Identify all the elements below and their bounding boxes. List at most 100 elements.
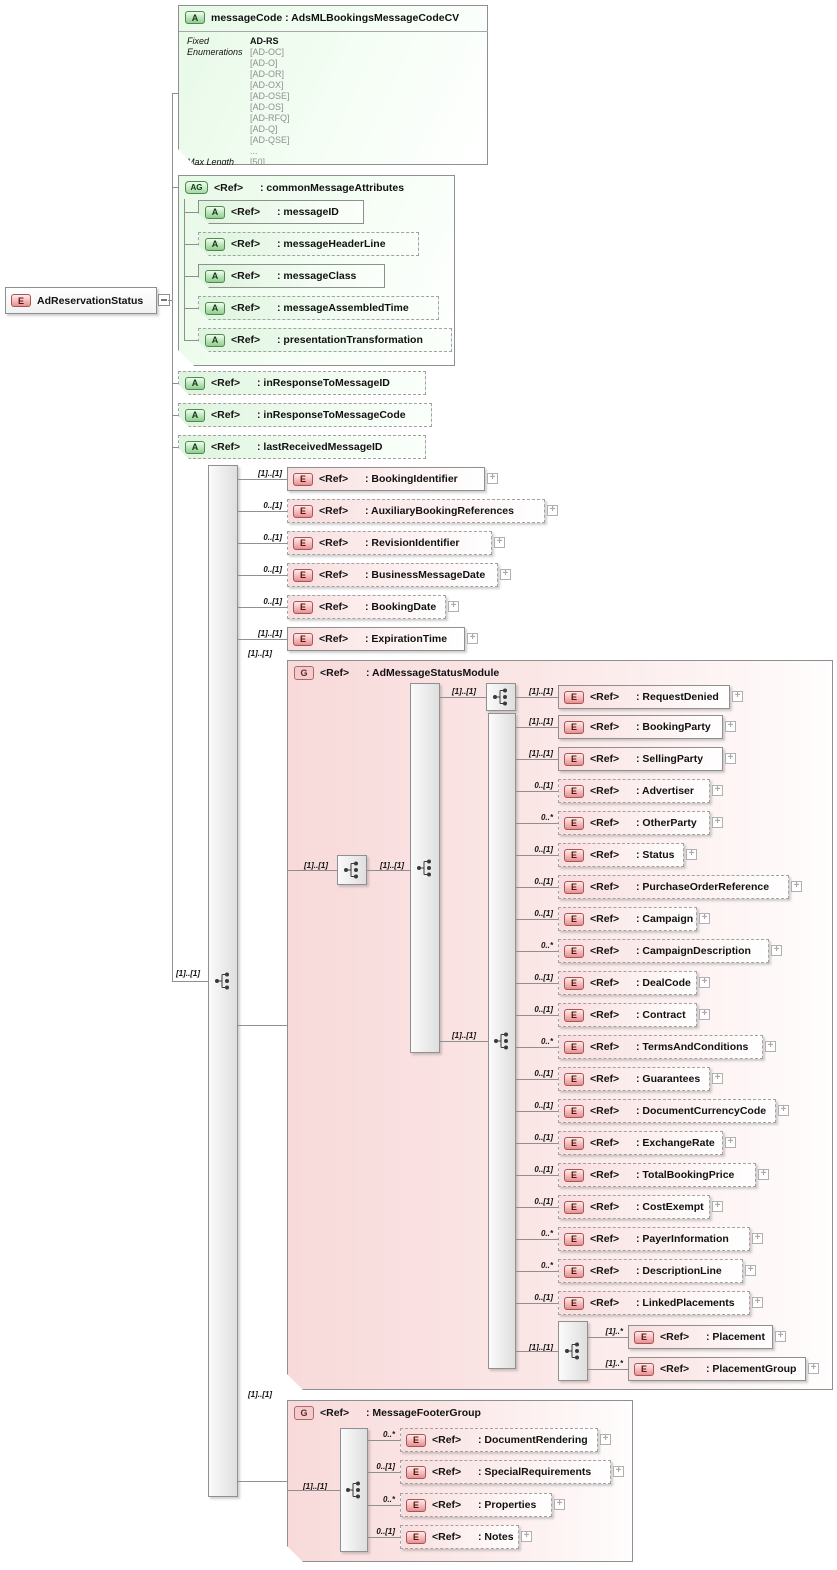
expand-icon[interactable]: [791, 881, 802, 892]
expand-icon[interactable]: [745, 1265, 756, 1276]
expand-icon[interactable]: [752, 1297, 763, 1308]
expand-icon[interactable]: [613, 1466, 624, 1477]
expand-icon[interactable]: [808, 1363, 819, 1374]
element-documentcurrencycode[interactable]: E <Ref>: DocumentCurrencyCode: [558, 1099, 776, 1123]
element-auxiliarybookingreferences[interactable]: E <Ref>: AuxiliaryBookingReferences: [287, 499, 545, 523]
expand-icon[interactable]: [758, 1169, 769, 1180]
expand-icon[interactable]: [547, 505, 558, 516]
connector-line: [184, 212, 198, 213]
element-status[interactable]: E <Ref>: Status: [558, 843, 684, 867]
expand-icon[interactable]: [521, 1531, 532, 1542]
element-linkedplacements[interactable]: E <Ref>: LinkedPlacements: [558, 1291, 750, 1315]
group-name: : AdMessageStatusModule: [366, 667, 500, 679]
cardinality-label: [1]..[1]: [303, 1482, 327, 1491]
element-placement[interactable]: E <Ref>: Placement: [628, 1325, 773, 1349]
attribute-messageheaderline[interactable]: A <Ref>: messageHeaderLine: [198, 232, 419, 256]
element-properties[interactable]: E <Ref>: Properties: [400, 1493, 552, 1517]
element-icon: E: [564, 1008, 584, 1022]
element-businessmessagedate[interactable]: E <Ref>: BusinessMessageDate: [287, 563, 498, 587]
expand-icon[interactable]: [765, 1041, 776, 1052]
ref-text: <Ref>: [320, 1407, 350, 1419]
sequence-compositor-requestdenied[interactable]: [486, 683, 516, 711]
element-dealcode[interactable]: E <Ref>: DealCode: [558, 971, 697, 995]
connector-line: [516, 1175, 558, 1176]
expand-icon[interactable]: [699, 977, 710, 988]
expand-icon[interactable]: [752, 1233, 763, 1244]
element-revisionidentifier[interactable]: E <Ref>: RevisionIdentifier: [287, 531, 492, 555]
expand-icon[interactable]: [775, 1331, 786, 1342]
sequence-compositor-module[interactable]: [410, 683, 440, 1053]
element-placementgroup[interactable]: E <Ref>: PlacementGroup: [628, 1357, 806, 1381]
attribute-inresponsetomessagecode[interactable]: A <Ref>: inResponseToMessageCode: [178, 403, 432, 427]
element-otherparty[interactable]: E <Ref>: OtherParty: [558, 811, 710, 835]
element-sellingparty[interactable]: E <Ref>: SellingParty: [558, 747, 723, 771]
group-name: : MessageFooterGroup: [366, 1407, 481, 1419]
element-name: : BusinessMessageDate: [365, 569, 486, 581]
attribute-inresponsetomessageid[interactable]: A <Ref>: inResponseToMessageID: [178, 371, 426, 395]
element-specialrequirements[interactable]: E <Ref>: SpecialRequirements: [400, 1460, 611, 1484]
expand-icon[interactable]: [712, 817, 723, 828]
element-campaigndescription[interactable]: E <Ref>: CampaignDescription: [558, 939, 769, 963]
ref-text: <Ref>: [432, 1434, 462, 1446]
connector-line: [516, 1111, 558, 1112]
attribute-presentationtransformation[interactable]: A <Ref>: presentationTransformation: [198, 328, 452, 352]
expand-icon[interactable]: [554, 1499, 565, 1510]
element-requestdenied[interactable]: E <Ref>: RequestDenied: [558, 685, 730, 709]
expand-icon[interactable]: [725, 753, 736, 764]
expand-icon[interactable]: [732, 691, 743, 702]
element-totalbookingprice[interactable]: E <Ref>: TotalBookingPrice: [558, 1163, 756, 1187]
expand-icon[interactable]: [500, 569, 511, 580]
element-name: : DocumentRendering: [478, 1434, 588, 1446]
sequence-compositor-footer[interactable]: [340, 1428, 368, 1552]
element-purchaseorderreference[interactable]: E <Ref>: PurchaseOrderReference: [558, 875, 789, 899]
sequence-compositor-module-outer[interactable]: [337, 855, 367, 885]
attribute-messageassembledtime[interactable]: A <Ref>: messageAssembledTime: [198, 296, 439, 320]
ref-text: <Ref>: [590, 1073, 620, 1085]
expand-icon[interactable]: [712, 785, 723, 796]
attribute-messageclass[interactable]: A <Ref>: messageClass: [198, 264, 385, 288]
ref-text: <Ref>: [660, 1331, 690, 1343]
ref-text: <Ref>: [590, 721, 620, 733]
expand-icon[interactable]: [487, 473, 498, 484]
choice-compositor-placements[interactable]: [558, 1321, 588, 1381]
element-notes[interactable]: E <Ref>: Notes: [400, 1525, 519, 1549]
element-adreservationstatus[interactable]: E AdReservationStatus: [5, 287, 157, 314]
sequence-compositor-module-items[interactable]: [488, 713, 516, 1369]
minus-icon: [161, 299, 167, 301]
element-campaign[interactable]: E <Ref>: Campaign: [558, 907, 697, 931]
attribute-messagecode-box[interactable]: A messageCode : AdsMLBookingsMessageCode…: [178, 5, 488, 165]
attribute-lastreceivedmessageid[interactable]: A <Ref>: lastReceivedMessageID: [178, 435, 426, 459]
element-bookingidentifier[interactable]: E <Ref>: BookingIdentifier: [287, 467, 485, 491]
expand-icon[interactable]: [699, 913, 710, 924]
connector-line: [238, 479, 287, 480]
element-descriptionline[interactable]: E <Ref>: DescriptionLine: [558, 1259, 743, 1283]
element-costexempt[interactable]: E <Ref>: CostExempt: [558, 1195, 710, 1219]
element-guarantees[interactable]: E <Ref>: Guarantees: [558, 1067, 710, 1091]
expand-icon[interactable]: [725, 1137, 736, 1148]
expand-icon[interactable]: [771, 945, 782, 956]
cardinality-label: 0..[1]: [534, 1133, 553, 1142]
expand-icon[interactable]: [448, 601, 459, 612]
expand-icon[interactable]: [699, 1009, 710, 1020]
element-exchangerate[interactable]: E <Ref>: ExchangeRate: [558, 1131, 723, 1155]
expand-icon[interactable]: [712, 1073, 723, 1084]
sequence-compositor-main[interactable]: [208, 465, 238, 1497]
element-bookingparty[interactable]: E <Ref>: BookingParty: [558, 715, 723, 739]
facet-value: AD-RS: [250, 36, 279, 46]
element-bookingdate[interactable]: E <Ref>: BookingDate: [287, 595, 446, 619]
element-expirationtime[interactable]: E <Ref>: ExpirationTime: [287, 627, 465, 651]
expand-icon[interactable]: [686, 849, 697, 860]
expand-icon[interactable]: [712, 1201, 723, 1212]
expand-icon[interactable]: [778, 1105, 789, 1116]
element-advertiser[interactable]: E <Ref>: Advertiser: [558, 779, 710, 803]
connector-line: [516, 1143, 558, 1144]
expand-icon[interactable]: [494, 537, 505, 548]
element-payerinformation[interactable]: E <Ref>: PayerInformation: [558, 1227, 750, 1251]
element-contract[interactable]: E <Ref>: Contract: [558, 1003, 697, 1027]
element-documentrendering[interactable]: E <Ref>: DocumentRendering: [400, 1428, 598, 1452]
expand-icon[interactable]: [725, 721, 736, 732]
attribute-messageid[interactable]: A <Ref>: messageID: [198, 200, 364, 224]
expand-icon[interactable]: [600, 1434, 611, 1445]
expand-icon[interactable]: [467, 633, 478, 644]
element-termsandconditions[interactable]: E <Ref>: TermsAndConditions: [558, 1035, 763, 1059]
